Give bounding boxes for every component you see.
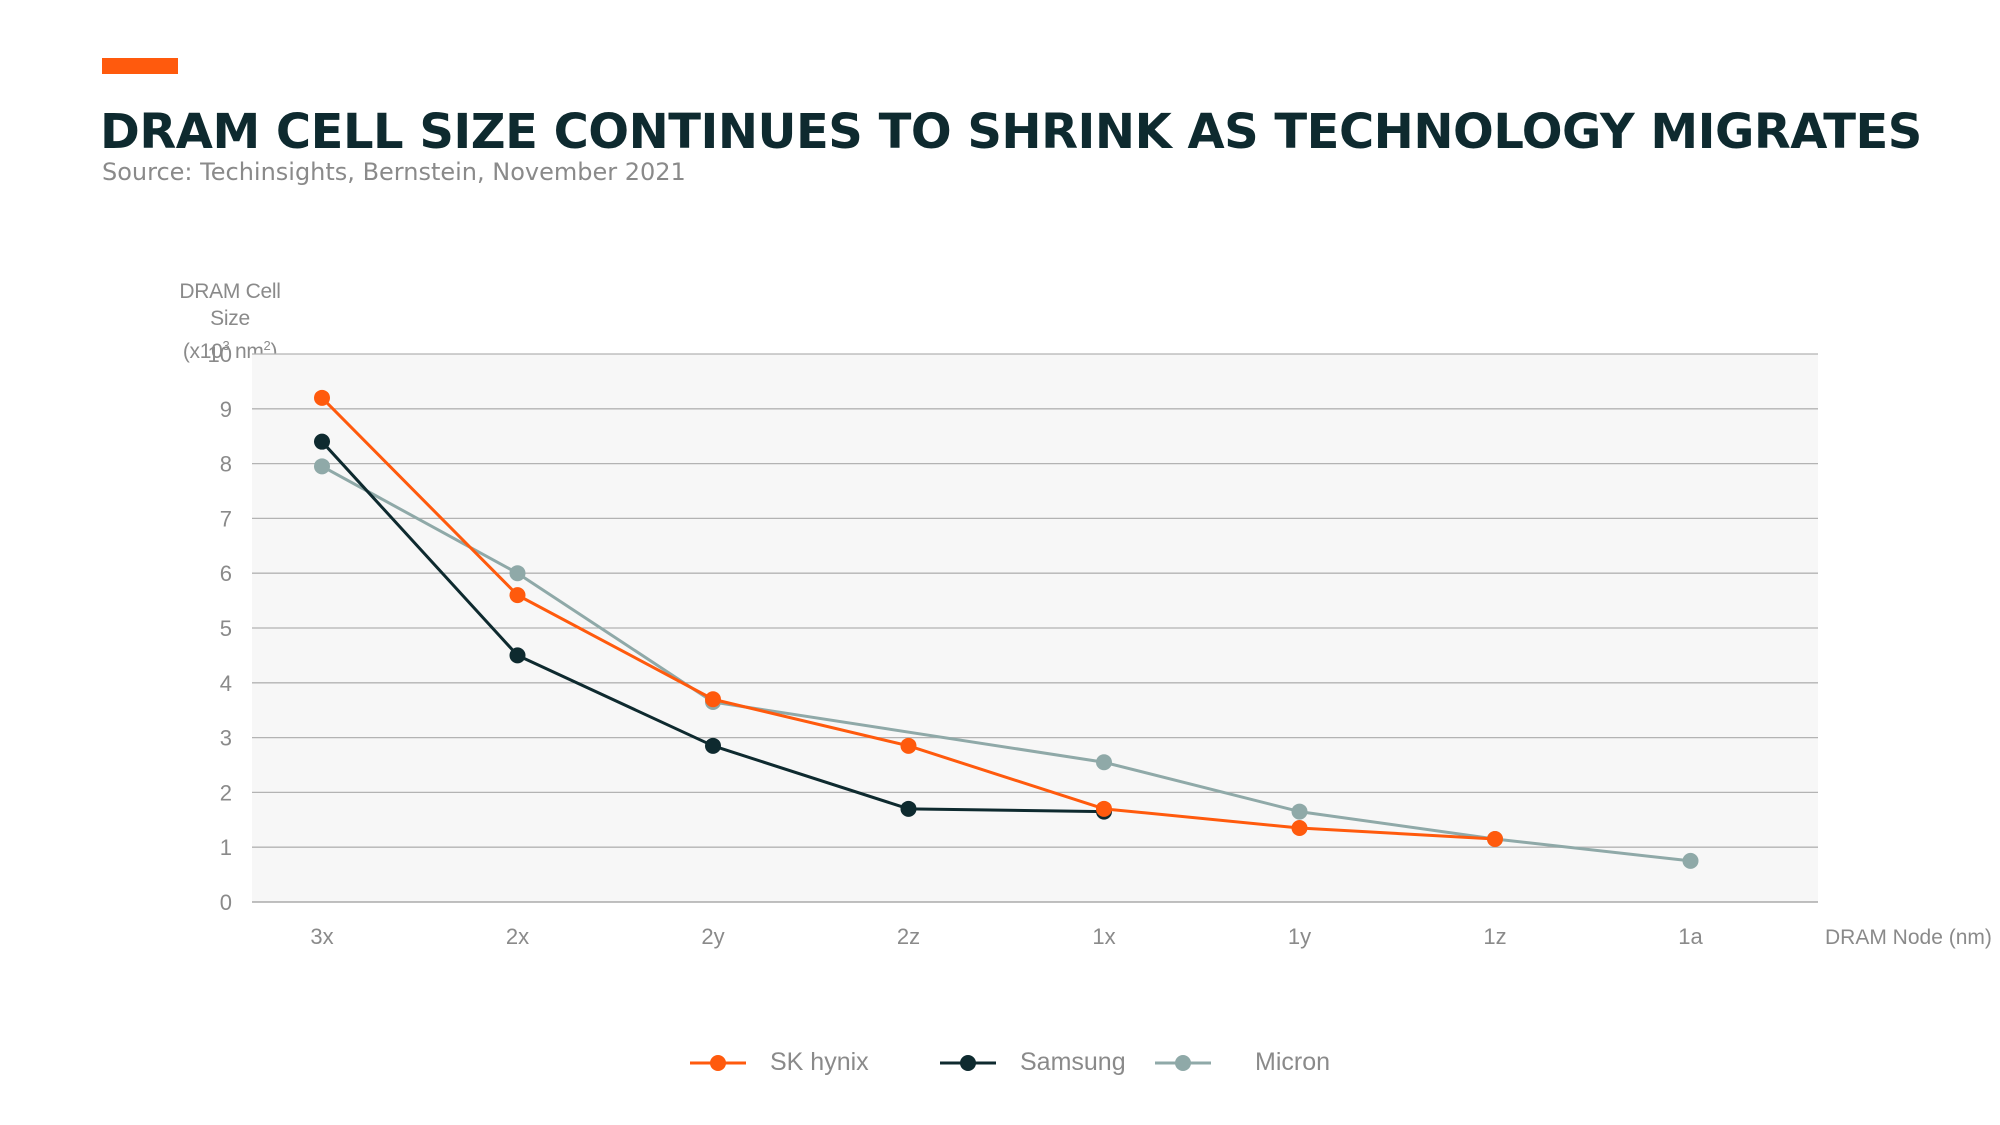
legend-swatch-marker [960, 1055, 976, 1071]
accent-bar [102, 58, 178, 74]
x-tick-label: 1x [1092, 924, 1115, 949]
legend-label-samsung: Samsung [1020, 1048, 1126, 1076]
y-tick-label: 5 [220, 616, 232, 641]
y-axis-label-line1: DRAM Cell Size [179, 280, 281, 330]
y-tick-label: 6 [220, 561, 232, 586]
chart-source: Source: Techinsights, Bernstein, Novembe… [102, 158, 686, 186]
y-axis-label-line2: (x103 nm2) [160, 332, 300, 365]
data-point-samsung [900, 800, 917, 817]
y-tick-label: 7 [220, 506, 232, 531]
legend-swatch-micron [1155, 1055, 1211, 1071]
x-tick-label: 2z [897, 924, 920, 949]
y-tick-label: 9 [220, 397, 232, 422]
data-point-sk-hynix [314, 389, 330, 406]
data-point-sk-hynix [509, 587, 526, 604]
x-axis-label: DRAM Node (nm) [1825, 926, 1992, 949]
x-tick-label: 1z [1483, 924, 1506, 949]
legend-swatch-samsung [940, 1055, 996, 1071]
legend-swatch-marker [1175, 1055, 1191, 1071]
y-tick-label: 0 [220, 890, 232, 915]
legend-swatch-sk-hynix [690, 1055, 746, 1071]
y-tick-label: 2 [220, 780, 232, 805]
x-tick-label: 3x [310, 924, 333, 949]
legend-swatch-marker [710, 1055, 726, 1071]
x-tick-label: 1a [1678, 924, 1703, 949]
data-point-micron [1682, 852, 1699, 869]
y-axis-unit-exp1: 3 [222, 338, 230, 353]
y-tick-label: 8 [220, 452, 232, 477]
y-axis-unit-prefix: (x10 [182, 340, 223, 363]
data-point-samsung [314, 433, 330, 450]
legend-label-micron: Micron [1255, 1048, 1331, 1076]
x-tick-label: 2y [701, 924, 724, 949]
y-tick-label: 4 [220, 671, 232, 696]
data-point-samsung [705, 737, 721, 754]
x-tick-label: 1y [1288, 924, 1311, 949]
y-axis-unit-exp2: 2 [263, 338, 271, 353]
data-point-sk-hynix [1487, 830, 1503, 847]
data-point-sk-hynix [705, 691, 721, 708]
y-tick-label: 1 [220, 835, 232, 860]
data-point-sk-hynix [900, 737, 917, 754]
x-tick-label: 2x [506, 924, 529, 949]
data-point-micron [1291, 803, 1308, 820]
data-point-micron [509, 565, 526, 582]
y-tick-label: 10 [208, 342, 232, 367]
y-axis-label: DRAM Cell Size (x103 nm2) [160, 278, 300, 365]
chart-title: DRAM CELL SIZE CONTINUES TO SHRINK AS TE… [100, 104, 1922, 160]
data-point-micron [1096, 754, 1112, 771]
legend: SK hynix Samsung Micron [690, 1045, 1390, 1081]
y-tick-label: 3 [220, 726, 232, 751]
data-point-micron [314, 458, 330, 475]
y-axis-unit-suffix: ) [270, 340, 278, 363]
data-point-samsung [509, 647, 526, 664]
data-point-sk-hynix [1291, 820, 1308, 837]
data-point-sk-hynix [1096, 800, 1112, 817]
legend-label-sk-hynix: SK hynix [770, 1048, 869, 1076]
